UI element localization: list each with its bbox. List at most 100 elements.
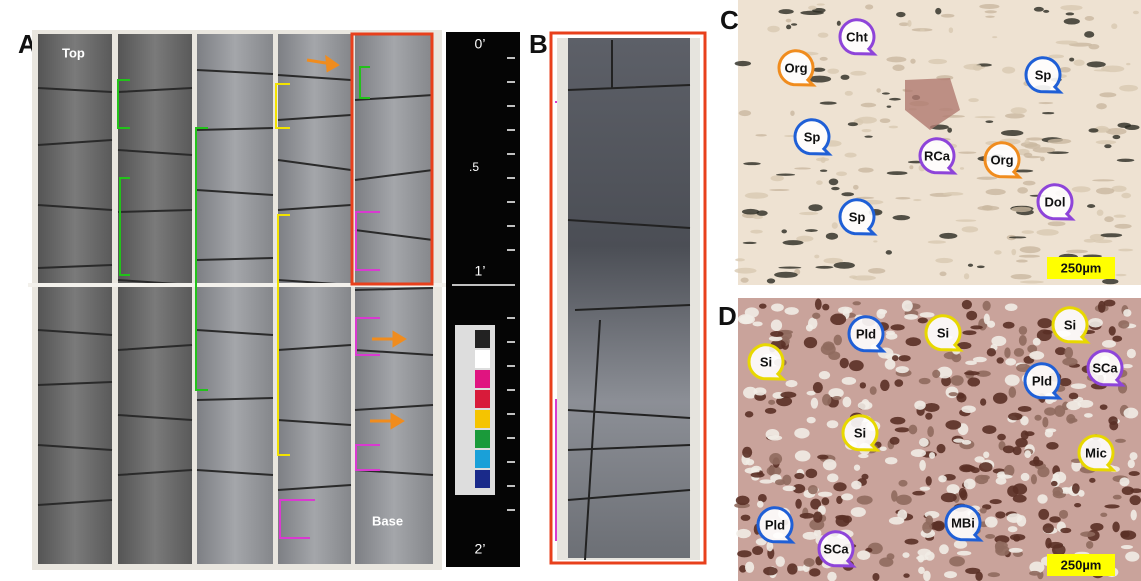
grain xyxy=(1114,215,1126,218)
grain xyxy=(794,428,809,438)
grain xyxy=(1009,236,1026,238)
grain xyxy=(997,475,1013,479)
grain xyxy=(1049,516,1061,522)
grain xyxy=(836,171,847,176)
grain xyxy=(1033,338,1041,346)
grain xyxy=(1086,541,1093,549)
scale-bar-label: 250µm xyxy=(1061,557,1102,572)
grain xyxy=(1043,523,1054,533)
grain xyxy=(880,446,887,451)
grain xyxy=(1085,16,1094,21)
grain xyxy=(751,472,765,477)
grain xyxy=(1011,274,1032,279)
grain xyxy=(1003,322,1015,329)
grain xyxy=(1029,351,1044,360)
grain xyxy=(971,467,980,473)
grain xyxy=(985,16,995,18)
grain xyxy=(851,507,866,517)
grain xyxy=(857,117,877,124)
grain xyxy=(736,529,751,538)
grain xyxy=(873,240,877,242)
grain xyxy=(1064,347,1073,359)
grain xyxy=(827,68,839,73)
grain xyxy=(848,122,858,126)
grain xyxy=(1074,503,1081,507)
grain xyxy=(815,266,833,269)
grain xyxy=(951,375,964,385)
grain xyxy=(783,240,804,245)
grain xyxy=(920,312,935,317)
grain xyxy=(757,501,764,508)
grain xyxy=(861,103,877,108)
grain xyxy=(929,452,935,459)
grain xyxy=(932,370,940,378)
grain xyxy=(1066,414,1075,424)
grain xyxy=(818,492,833,497)
grain xyxy=(808,6,817,10)
core-column xyxy=(355,34,433,564)
grain xyxy=(912,491,925,496)
core-piece xyxy=(568,38,690,558)
grain xyxy=(988,572,1000,577)
grain xyxy=(742,209,759,215)
grain xyxy=(1096,103,1107,109)
grain xyxy=(872,573,879,581)
marker-label: Sp xyxy=(804,129,821,144)
grain xyxy=(939,272,946,277)
grain xyxy=(928,59,947,64)
grain xyxy=(918,567,925,574)
grain xyxy=(849,275,857,278)
grain xyxy=(1118,320,1129,328)
grain xyxy=(1013,446,1022,455)
mineral-marker: Cht xyxy=(840,20,874,54)
grain xyxy=(1046,442,1058,450)
grain xyxy=(739,110,751,116)
grain xyxy=(1121,193,1131,199)
grain xyxy=(1048,139,1072,144)
mineral-marker: Sp xyxy=(795,120,829,154)
grain xyxy=(1045,429,1053,437)
grain xyxy=(997,434,1006,441)
grain xyxy=(1125,551,1139,561)
grain xyxy=(1031,474,1037,484)
grain xyxy=(1108,416,1117,425)
grain xyxy=(1026,137,1044,140)
grain xyxy=(1036,229,1058,236)
grain xyxy=(842,377,857,385)
mineral-marker: Si xyxy=(926,316,960,350)
grain xyxy=(1037,494,1047,503)
grain xyxy=(1005,303,1018,311)
grain xyxy=(964,371,980,375)
grain xyxy=(830,314,846,326)
grain xyxy=(1003,446,1015,454)
grain xyxy=(966,311,977,321)
grain xyxy=(817,3,825,5)
grain xyxy=(868,268,885,274)
grain xyxy=(778,266,801,268)
ruler-label: 2’ xyxy=(475,541,486,557)
grain xyxy=(1052,487,1063,496)
grain xyxy=(753,387,766,395)
mineral-marker: Si xyxy=(749,345,783,379)
grain xyxy=(1066,401,1081,410)
marker-label: Sp xyxy=(849,209,866,224)
mineral-marker: Dol xyxy=(1038,185,1072,219)
grain xyxy=(805,229,818,232)
grain xyxy=(919,460,926,471)
grain xyxy=(818,33,829,38)
grain xyxy=(880,118,891,123)
grain xyxy=(1025,140,1030,144)
mineral-marker: Org xyxy=(985,143,1019,177)
grain xyxy=(1043,10,1049,13)
grain xyxy=(819,371,830,379)
grain xyxy=(1019,335,1027,346)
grain xyxy=(794,167,811,169)
grain xyxy=(897,509,907,520)
grain xyxy=(816,158,829,162)
grain xyxy=(843,397,852,408)
grain xyxy=(985,534,995,539)
marker-label: Si xyxy=(854,425,866,440)
grain xyxy=(776,556,785,567)
grain xyxy=(841,493,853,500)
scale-bar-label: 250µm xyxy=(1061,260,1102,275)
